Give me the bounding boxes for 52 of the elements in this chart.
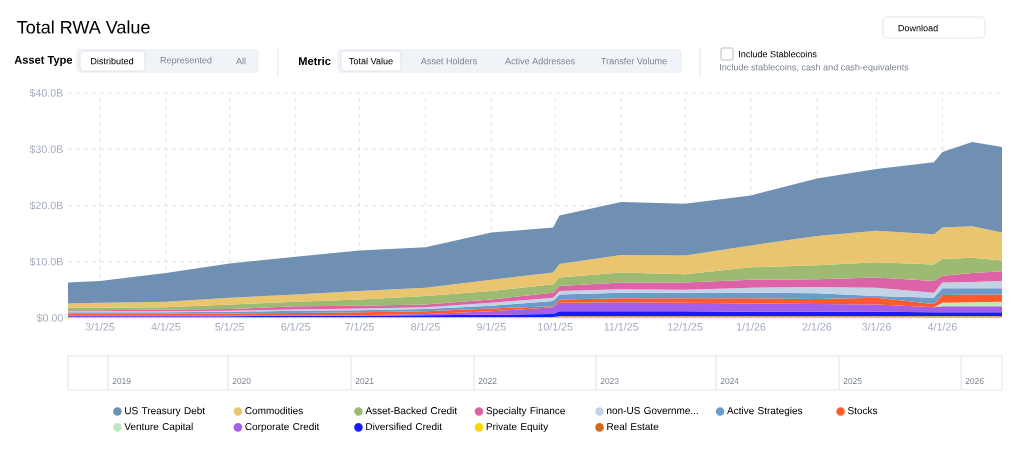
legend-label: Diversified Credit	[366, 422, 442, 431]
text: 2019	[112, 378, 131, 384]
x-tick-label: 3/1/26	[862, 322, 891, 331]
legend-label: Corporate Credit	[245, 422, 320, 433]
legend-label: Active Strategies	[727, 406, 803, 417]
legend-label: non-US Governme...	[607, 406, 698, 415]
text: Asset Type	[14, 56, 73, 66]
legend-label: Venture Capital	[124, 422, 193, 433]
x-tick-label: 12/1/25	[668, 322, 703, 331]
x-tick-label: 11/1/25	[604, 322, 639, 331]
legend-label: Commodities	[245, 406, 303, 415]
text: Asset Holders	[420, 57, 477, 65]
text: Active Addresses	[505, 57, 575, 65]
text: 2020	[232, 378, 251, 384]
y-tick-label: $10.0B	[29, 257, 63, 267]
chart-title: Total RWA Value	[17, 20, 150, 34]
text: Download	[898, 24, 938, 32]
legend-label: Real Estate	[607, 422, 659, 431]
x-tick-label: 3/1/25	[85, 322, 115, 331]
x-tick-label: 7/1/25	[345, 322, 374, 331]
text: Represented	[160, 56, 212, 66]
text: Include stablecoins, cash and cash-equivalents	[720, 63, 909, 73]
y-tick-label: $30.0B	[29, 144, 63, 154]
text: Total Value	[349, 57, 393, 65]
y-tick-label: $40.0B	[29, 88, 63, 98]
text: Transfer Volume	[601, 57, 667, 65]
text: All	[235, 57, 246, 65]
legend-label: Stocks	[847, 406, 878, 415]
y-tick-label: $0.00	[36, 313, 63, 323]
x-tick-label: 4/1/26	[927, 322, 957, 331]
text: Include Stablecoins	[739, 50, 817, 58]
text: 2023	[600, 378, 619, 384]
x-tick-label: 9/1/25	[477, 322, 506, 331]
legend-label: Asset-Backed Credit	[365, 406, 458, 415]
text: 2026	[965, 378, 984, 384]
x-tick-label: 10/1/25	[538, 322, 573, 331]
x-tick-label: 6/1/25	[281, 322, 311, 331]
x-tick-label: 1/1/26	[736, 322, 766, 331]
legend-label: US Treasury Debt	[125, 406, 205, 417]
legend-label: Private Equity	[486, 422, 549, 433]
text: 2025	[843, 378, 862, 384]
x-tick-label: 5/1/25	[215, 322, 245, 331]
x-tick-label: 4/1/25	[151, 322, 181, 331]
x-tick-label: 8/1/25	[411, 322, 440, 331]
x-tick-label: 2/1/26	[802, 322, 832, 331]
y-tick-label: $20.0B	[29, 201, 63, 210]
text: Distributed	[91, 57, 134, 65]
text: 2022	[478, 378, 497, 384]
text: 2021	[355, 378, 374, 384]
text: Metric	[299, 56, 331, 66]
legend-label: Specialty Finance	[486, 406, 565, 417]
text: 2024	[720, 378, 739, 384]
